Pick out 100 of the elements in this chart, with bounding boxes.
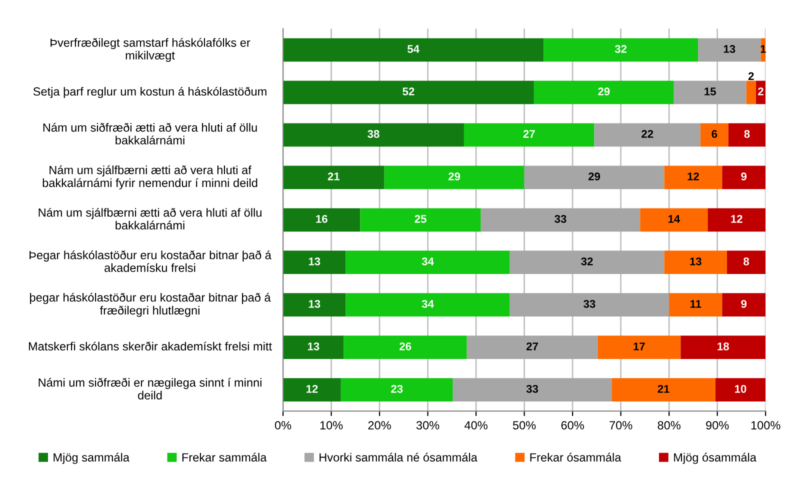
data-label: 15 xyxy=(704,88,716,96)
x-tick-label: 50% xyxy=(512,421,536,430)
bar xyxy=(598,336,681,360)
data-label: 38 xyxy=(368,130,380,138)
y-tick-label: þegar háskólastöður eru kostaðar bitnar það á fræðilegri hlutlægni xyxy=(30,292,271,317)
bar xyxy=(524,166,664,190)
bar xyxy=(283,123,464,147)
bar xyxy=(640,208,708,232)
bar xyxy=(534,80,674,104)
data-label: 21 xyxy=(328,172,340,180)
data-label: 13 xyxy=(308,257,320,266)
bar xyxy=(700,123,728,147)
data-label: 29 xyxy=(448,172,460,180)
bar xyxy=(360,208,481,232)
data-label: 21 xyxy=(658,384,670,393)
data-label: 2 xyxy=(758,88,764,96)
bar xyxy=(344,336,467,360)
y-tick-label: Setja þarf reglur um kostun á háskólastöðum xyxy=(33,86,266,98)
y-tick-label: Nám um sjálfbærni ætti að vera hluti af öllu bakkalárnámi xyxy=(38,208,262,230)
data-label: 33 xyxy=(526,384,538,393)
data-label: 32 xyxy=(614,45,627,53)
x-tick-label: 20% xyxy=(368,421,391,430)
x-tick-label: 60% xyxy=(561,421,584,430)
data-label: 2 xyxy=(748,72,754,80)
data-label: 33 xyxy=(554,214,566,223)
bar xyxy=(708,208,766,232)
bar xyxy=(283,293,346,317)
bar xyxy=(510,250,664,274)
bar xyxy=(452,378,612,402)
legend-label: Mjög ósammála xyxy=(674,452,756,464)
data-label: 8 xyxy=(744,257,750,266)
data-label: 9 xyxy=(741,172,747,180)
data-label: 22 xyxy=(642,130,654,138)
bar xyxy=(544,38,698,62)
data-label: 16 xyxy=(316,214,328,223)
bar xyxy=(612,378,716,402)
x-tick-label: 70% xyxy=(610,421,632,430)
data-label: 52 xyxy=(402,88,414,96)
legend-label: Mjög sammála xyxy=(54,452,130,464)
bar xyxy=(669,293,722,317)
y-tick-label: Nám um siðfræði ætti að vera hluti af öllu bakkalárnámi xyxy=(43,122,257,144)
bar xyxy=(722,166,766,190)
bar xyxy=(664,166,722,190)
bar xyxy=(680,336,766,360)
y-tick-label: Námi um siðfræði er nægilega sinnt í minni deild xyxy=(38,378,262,400)
data-label: 13 xyxy=(308,342,320,350)
bar xyxy=(664,250,727,274)
bar xyxy=(346,250,510,274)
data-label: 34 xyxy=(422,257,434,266)
data-label: 27 xyxy=(526,342,538,350)
bar xyxy=(510,293,670,317)
data-label: 8 xyxy=(744,130,750,138)
x-tick-label: 30% xyxy=(416,421,440,430)
data-label: 13 xyxy=(308,300,320,308)
bar xyxy=(480,208,640,232)
data-label: 14 xyxy=(668,215,680,223)
data-label: 18 xyxy=(718,342,729,350)
data-label: 26 xyxy=(400,342,412,350)
y-tick-label: Þegar háskólastöður eru kostaðar bitnar það á akademísku frelsi xyxy=(30,250,272,272)
data-label: 29 xyxy=(598,88,610,96)
data-label: 9 xyxy=(741,300,747,308)
data-label: 12 xyxy=(731,214,742,223)
bar xyxy=(728,123,766,147)
x-tick-label: 0% xyxy=(274,421,292,430)
data-label: 13 xyxy=(690,257,702,266)
data-label: 33 xyxy=(584,300,596,308)
data-label: 54 xyxy=(407,45,420,53)
data-label: 32 xyxy=(581,257,593,266)
bar xyxy=(283,336,344,360)
bar xyxy=(698,38,761,62)
x-tick-label: 100% xyxy=(751,421,780,430)
legend-label: Hvorki sammála né ósammála xyxy=(320,452,478,462)
legend-label: Frekar sammála xyxy=(182,452,267,462)
bar xyxy=(340,378,453,402)
bar xyxy=(746,80,756,104)
x-tick-label: 80% xyxy=(658,421,680,430)
data-label: 17 xyxy=(634,342,645,350)
bar xyxy=(283,38,544,62)
y-tick-label: Þverfræðilegt samstarf háskólafólks er mikilvægt xyxy=(50,38,250,62)
bar xyxy=(674,80,746,104)
bar xyxy=(464,123,594,147)
data-label: 25 xyxy=(414,214,426,223)
data-label: 6 xyxy=(712,130,718,138)
y-tick-label: Matskerfi skólans skerðir akademískt frelsi mitt xyxy=(28,342,272,351)
data-label: 27 xyxy=(523,130,535,138)
data-label: 29 xyxy=(588,172,600,180)
y-tick-label: Nám um sjálfbærni ætti að vera hluti af bakkalárnámi fyrir nemendur í minni deild xyxy=(42,165,258,190)
bar xyxy=(466,336,598,360)
bar xyxy=(346,293,510,317)
data-label: 23 xyxy=(391,384,403,393)
data-label: 10 xyxy=(735,384,746,393)
x-tick-label: 40% xyxy=(464,421,488,430)
data-label: 34 xyxy=(422,300,434,308)
bar xyxy=(722,293,766,317)
data-label: 13 xyxy=(724,45,736,53)
bar xyxy=(283,80,534,104)
bar xyxy=(283,208,360,232)
bar xyxy=(283,378,341,402)
bar xyxy=(715,378,766,402)
data-label: 12 xyxy=(688,172,699,180)
